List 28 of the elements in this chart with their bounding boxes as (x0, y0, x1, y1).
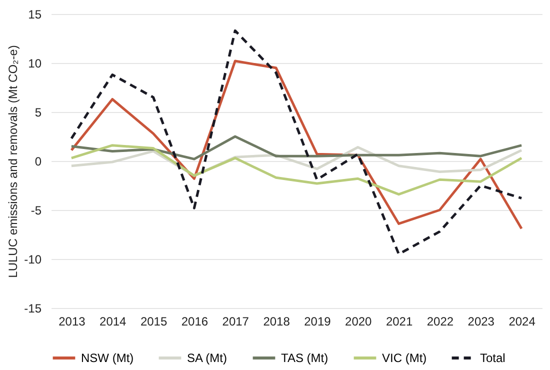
legend-label: VIC (Mt) (382, 351, 427, 365)
legend-label: TAS (Mt) (281, 351, 328, 365)
legend-label: NSW (Mt) (81, 351, 134, 365)
x-tick-label: 2018 (263, 314, 290, 328)
y-tick-label: -5 (30, 204, 42, 218)
y-tick-label: 15 (28, 8, 42, 22)
x-tick-label: 2023 (468, 314, 495, 328)
x-tick-label: 2013 (58, 314, 86, 328)
legend-label: SA (Mt) (187, 351, 228, 365)
y-axis-title: LULUC emissions and removals (Mt CO₂-e) (6, 45, 20, 278)
y-tick-label: 5 (34, 106, 42, 120)
x-tick-label: 2022 (426, 314, 454, 328)
x-tick-label: 2021 (386, 314, 413, 328)
x-tick-label: 2020 (345, 314, 372, 328)
y-tick-label: -15 (24, 302, 42, 316)
x-tick-label: 2019 (304, 314, 332, 328)
x-tick-label: 2014 (100, 314, 127, 328)
y-tick-label: -10 (24, 252, 42, 266)
y-tick-label: 0 (34, 154, 42, 168)
x-tick-label: 2015 (140, 314, 168, 328)
line-series (70, 144, 523, 196)
line-series (70, 29, 523, 256)
x-tick-label: 2024 (508, 314, 536, 328)
x-tick-label: 2016 (181, 314, 208, 328)
y-tick-label: 10 (28, 56, 42, 70)
legend-label: Total (480, 351, 506, 365)
line-series (70, 135, 523, 160)
x-tick-label: 2017 (222, 314, 250, 328)
